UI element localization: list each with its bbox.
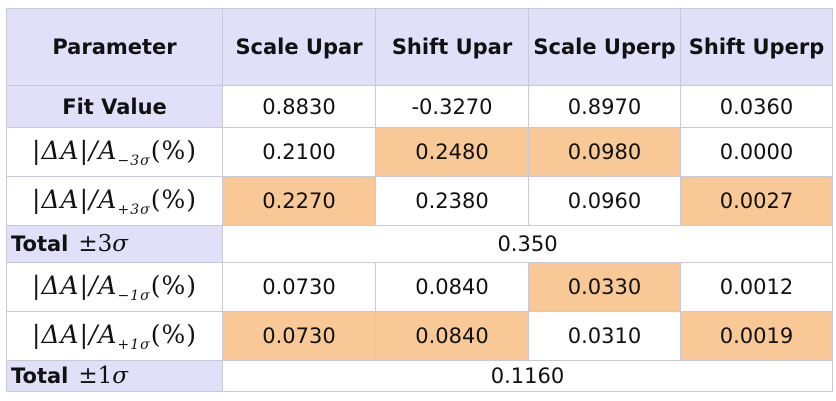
table-cell-highlighted: 0.2480	[375, 127, 529, 177]
table-cell: 0.8970	[528, 85, 681, 128]
row-label: |ΔA|/A+1σ(%)	[6, 311, 223, 361]
table-row: |ΔA|/A+3σ(%) 0.2270 0.2380 0.0960 0.0027	[6, 176, 833, 226]
table-cell: 0.0000	[680, 127, 833, 177]
table-cell: 0.0310	[528, 311, 681, 361]
header-cell: Scale Upar	[222, 8, 376, 86]
table-cell: 0.0012	[680, 262, 833, 312]
table-cell-highlighted: 0.0330	[528, 262, 681, 312]
total-value: 0.1160	[222, 360, 833, 392]
row-label: |ΔA|/A+3σ(%)	[6, 176, 223, 226]
total-pm-value: ±1	[78, 363, 113, 389]
total-text: Total	[11, 364, 69, 388]
total-label: Total ±1σ	[6, 360, 223, 392]
header-cell: Scale Uperp	[528, 8, 681, 86]
total-text: Total	[11, 232, 69, 256]
table-row: |ΔA|/A−3σ(%) 0.2100 0.2480 0.0980 0.0000	[6, 127, 833, 177]
table-cell: 0.0960	[528, 176, 681, 226]
table-cell: 0.2380	[375, 176, 529, 226]
table-cell-highlighted: 0.0840	[375, 311, 529, 361]
label-main: |ΔA|/A	[32, 184, 118, 214]
header-row: Parameter Scale Upar Shift Upar Scale Up…	[6, 8, 833, 86]
total-value: 0.350	[222, 225, 833, 263]
label-tail: (%)	[150, 184, 197, 214]
total-sigma: σ	[112, 363, 128, 389]
table-cell: 0.0360	[680, 85, 833, 128]
label-main: |ΔA|/A	[32, 319, 118, 349]
table-cell-highlighted: 0.0027	[680, 176, 833, 226]
table-row: |ΔA|/A+1σ(%) 0.0730 0.0840 0.0310 0.0019	[6, 311, 833, 361]
table-row: |ΔA|/A−1σ(%) 0.0730 0.0840 0.0330 0.0012	[6, 262, 833, 312]
header-cell: Parameter	[6, 8, 223, 86]
table-cell: 0.2100	[222, 127, 376, 177]
total-pm-value: ±3	[78, 231, 113, 257]
label-sub: −3σ	[117, 152, 151, 169]
total-pm: ±3σ	[78, 231, 128, 257]
total-sigma: σ	[112, 231, 128, 257]
table-cell: 0.0730	[222, 262, 376, 312]
label-sub: +1σ	[117, 336, 151, 353]
table-cell: 0.8830	[222, 85, 376, 128]
label-tail: (%)	[150, 135, 197, 165]
table-cell: 0.0840	[375, 262, 529, 312]
row-label: Fit Value	[6, 85, 223, 128]
systematics-table: Parameter Scale Upar Shift Upar Scale Up…	[6, 8, 833, 392]
table-cell: -0.3270	[375, 85, 529, 128]
label-tail: (%)	[150, 270, 197, 300]
label-sub: −1σ	[117, 287, 151, 304]
row-label: |ΔA|/A−3σ(%)	[6, 127, 223, 177]
fit-value-row: Fit Value 0.8830 -0.3270 0.8970 0.0360	[6, 85, 833, 128]
row-label: |ΔA|/A−1σ(%)	[6, 262, 223, 312]
table-cell-highlighted: 0.0730	[222, 311, 376, 361]
header-cell: Shift Upar	[375, 8, 529, 86]
header-cell: Shift Uperp	[680, 8, 833, 86]
label-sub: +3σ	[117, 201, 151, 218]
table-cell-highlighted: 0.0980	[528, 127, 681, 177]
label-main: |ΔA|/A	[32, 135, 118, 165]
total-label: Total ±3σ	[6, 225, 223, 263]
table-cell-highlighted: 0.2270	[222, 176, 376, 226]
total-row: Total ±1σ 0.1160	[6, 360, 833, 392]
total-pm: ±1σ	[78, 363, 128, 389]
label-main: |ΔA|/A	[32, 270, 118, 300]
table-cell-highlighted: 0.0019	[680, 311, 833, 361]
label-tail: (%)	[150, 319, 197, 349]
total-row: Total ±3σ 0.350	[6, 225, 833, 263]
